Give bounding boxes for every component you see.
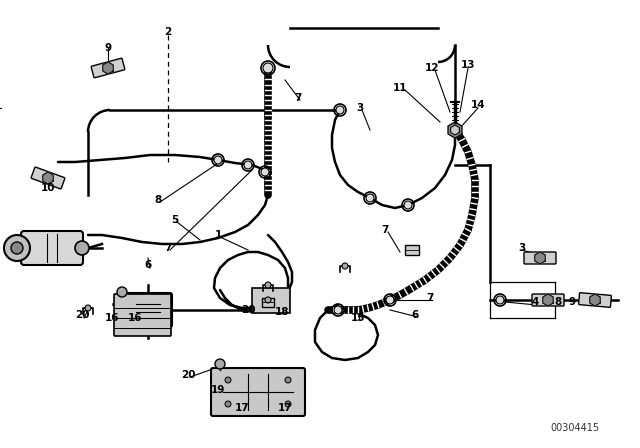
- Circle shape: [285, 377, 291, 383]
- Circle shape: [285, 401, 291, 407]
- Text: 2: 2: [164, 27, 172, 37]
- Circle shape: [334, 306, 342, 314]
- Text: 11: 11: [393, 83, 407, 93]
- Circle shape: [366, 194, 374, 202]
- Text: 1: 1: [214, 230, 221, 240]
- Text: 9: 9: [568, 297, 575, 307]
- Polygon shape: [448, 122, 462, 138]
- Text: 17: 17: [235, 403, 250, 413]
- FancyBboxPatch shape: [21, 231, 83, 265]
- Text: 20: 20: [75, 310, 89, 320]
- FancyBboxPatch shape: [114, 294, 171, 336]
- Circle shape: [225, 401, 231, 407]
- Text: 3: 3: [518, 243, 525, 253]
- Text: 3: 3: [356, 103, 364, 113]
- Text: 18: 18: [275, 307, 289, 317]
- Circle shape: [215, 359, 225, 369]
- FancyBboxPatch shape: [252, 288, 290, 313]
- FancyBboxPatch shape: [124, 293, 172, 327]
- Text: 9: 9: [104, 43, 111, 53]
- Circle shape: [4, 235, 30, 261]
- Text: 13: 13: [461, 60, 476, 70]
- Circle shape: [214, 156, 222, 164]
- Text: 7: 7: [164, 243, 172, 253]
- FancyBboxPatch shape: [524, 252, 556, 264]
- Circle shape: [11, 242, 23, 254]
- Text: 20: 20: [180, 370, 195, 380]
- Text: 15: 15: [351, 313, 365, 323]
- Polygon shape: [451, 125, 460, 135]
- Text: 8: 8: [154, 195, 162, 205]
- Circle shape: [85, 305, 91, 311]
- Circle shape: [404, 201, 412, 209]
- Circle shape: [261, 168, 269, 176]
- Text: 00304415: 00304415: [550, 423, 600, 433]
- Text: 19: 19: [211, 385, 225, 395]
- FancyBboxPatch shape: [405, 245, 419, 255]
- FancyBboxPatch shape: [532, 294, 564, 306]
- Text: 4: 4: [531, 297, 539, 307]
- Text: 12: 12: [425, 63, 439, 73]
- Text: 5: 5: [172, 215, 179, 225]
- Text: 6: 6: [412, 310, 419, 320]
- Text: 7: 7: [426, 293, 434, 303]
- Circle shape: [342, 263, 348, 269]
- Text: 7: 7: [381, 225, 388, 235]
- FancyBboxPatch shape: [579, 293, 611, 307]
- Circle shape: [75, 241, 89, 255]
- FancyBboxPatch shape: [262, 297, 274, 306]
- Text: 16: 16: [128, 313, 142, 323]
- Polygon shape: [535, 252, 545, 264]
- FancyBboxPatch shape: [91, 58, 125, 78]
- Polygon shape: [43, 172, 53, 184]
- Circle shape: [117, 287, 127, 297]
- Text: 10: 10: [41, 183, 55, 193]
- Circle shape: [336, 106, 344, 114]
- FancyBboxPatch shape: [31, 167, 65, 189]
- Text: 16: 16: [105, 313, 119, 323]
- Text: 6: 6: [145, 260, 152, 270]
- FancyBboxPatch shape: [211, 368, 305, 416]
- Text: 7: 7: [294, 93, 301, 103]
- Text: 14: 14: [470, 100, 485, 110]
- Circle shape: [225, 377, 231, 383]
- Circle shape: [386, 296, 394, 304]
- Text: 8: 8: [554, 297, 562, 307]
- Circle shape: [496, 296, 504, 304]
- Polygon shape: [590, 294, 600, 306]
- Circle shape: [265, 282, 271, 288]
- Circle shape: [263, 63, 273, 73]
- Text: 20: 20: [241, 305, 255, 315]
- Text: 17: 17: [278, 403, 292, 413]
- Circle shape: [265, 297, 271, 303]
- Circle shape: [244, 161, 252, 169]
- Polygon shape: [103, 62, 113, 74]
- Polygon shape: [543, 294, 553, 306]
